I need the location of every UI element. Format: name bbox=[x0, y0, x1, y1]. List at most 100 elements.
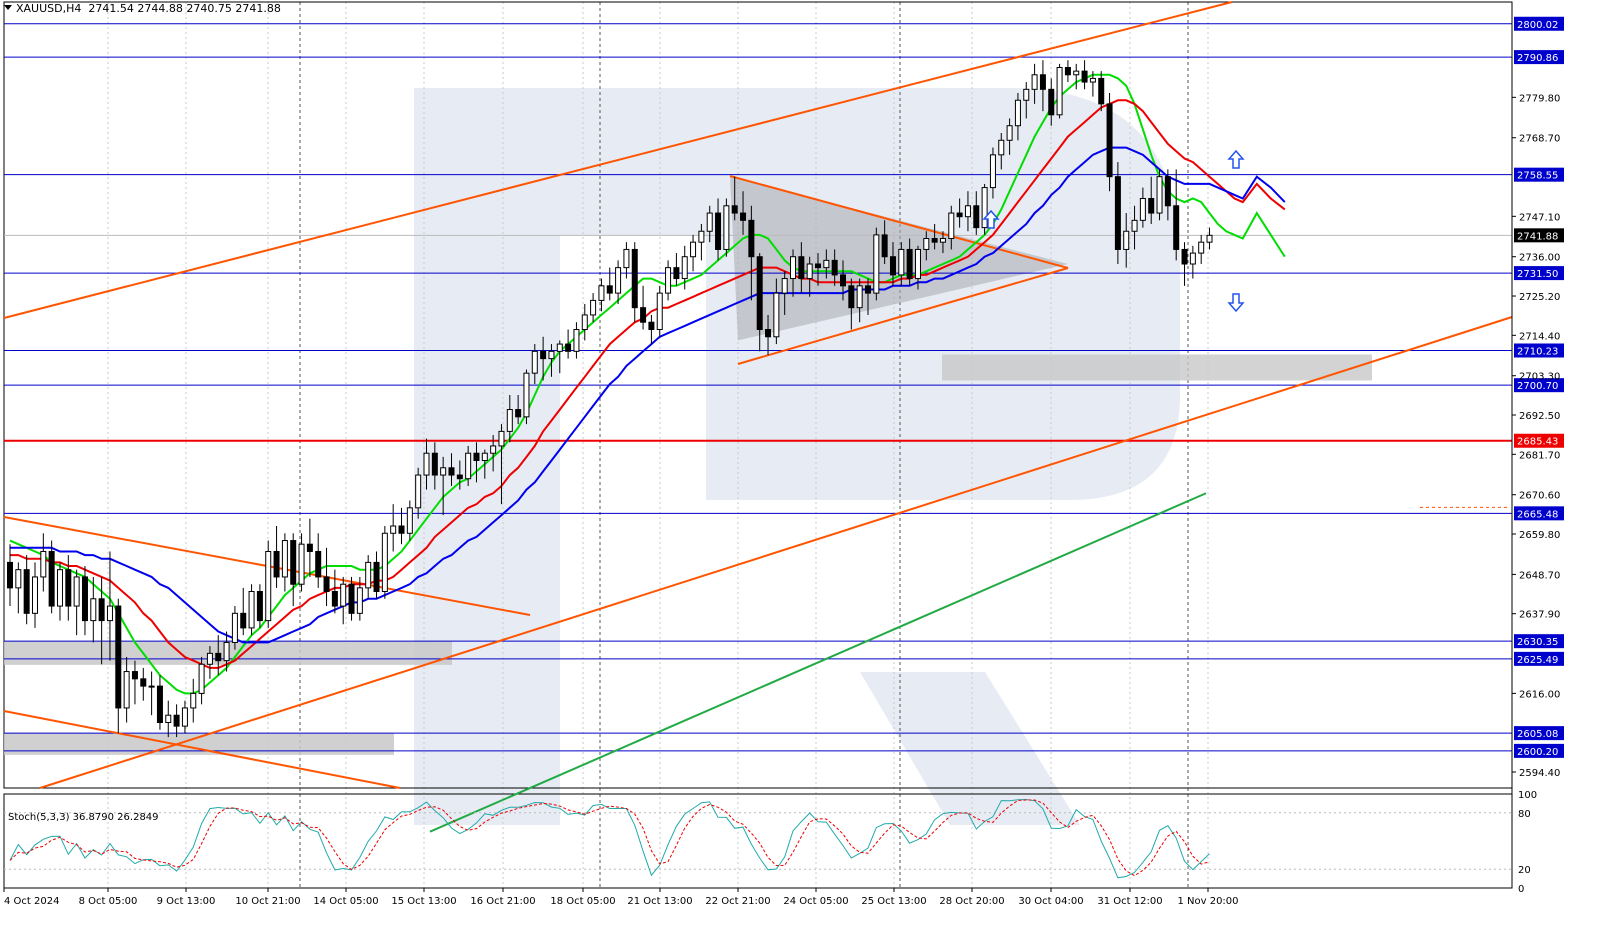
symbol-label: XAUUSD,H4 bbox=[16, 2, 82, 15]
candle bbox=[573, 329, 580, 352]
y-tick-label: 2594.40 bbox=[1519, 768, 1560, 779]
candle bbox=[1048, 88, 1055, 116]
y-tick-label: 2637.90 bbox=[1519, 610, 1560, 621]
signal-arrows bbox=[982, 149, 1245, 313]
candle bbox=[556, 343, 563, 352]
y-tick-label: 2648.70 bbox=[1519, 570, 1560, 581]
candle bbox=[348, 583, 355, 614]
candle bbox=[1081, 70, 1088, 83]
stoch-signal-line bbox=[9, 799, 1210, 877]
trend-channels bbox=[3, 1, 1513, 789]
stoch-level-label: 0 bbox=[1518, 884, 1524, 895]
candle bbox=[631, 248, 638, 309]
candle bbox=[181, 707, 188, 727]
y-tick-label: 2714.40 bbox=[1519, 331, 1560, 342]
stochastic-label: Stoch(5,3,3) 36.8790 26.2849 bbox=[8, 812, 159, 823]
candle bbox=[415, 474, 422, 509]
y-tick-label: 2659.80 bbox=[1519, 530, 1560, 541]
level-tag-label: 2630.35 bbox=[1517, 637, 1558, 648]
candle bbox=[798, 256, 805, 280]
candle bbox=[156, 685, 163, 723]
candle bbox=[81, 576, 88, 622]
candle bbox=[665, 267, 672, 294]
candle bbox=[565, 343, 572, 352]
candle bbox=[931, 238, 938, 243]
candle bbox=[206, 652, 213, 665]
candle bbox=[806, 263, 813, 280]
candle bbox=[48, 550, 55, 607]
candle bbox=[1006, 125, 1013, 141]
candle bbox=[1089, 77, 1096, 83]
price-axis: 2800.02 2790.86 2758.55 2731.50 2710.23 2700.… bbox=[1511, 2, 1564, 888]
level-tag-label: 2710.23 bbox=[1517, 346, 1558, 357]
candle bbox=[1064, 67, 1071, 76]
stoch-level-label: 20 bbox=[1518, 865, 1531, 876]
candle bbox=[1056, 67, 1063, 116]
ma-line-slow bbox=[10, 146, 1286, 644]
level-tag bbox=[1514, 433, 1564, 448]
level-tag-label: 2605.08 bbox=[1517, 729, 1558, 740]
candle bbox=[515, 409, 522, 418]
candle bbox=[598, 285, 605, 301]
candle bbox=[756, 256, 763, 331]
candle bbox=[306, 543, 313, 552]
candle bbox=[765, 329, 772, 338]
candle bbox=[165, 714, 172, 724]
candle bbox=[265, 550, 272, 622]
candle bbox=[31, 576, 38, 614]
candle bbox=[473, 452, 480, 462]
candle bbox=[215, 652, 222, 662]
candle bbox=[240, 612, 247, 629]
y-tick-label: 2747.10 bbox=[1519, 212, 1560, 223]
triangle-top bbox=[729, 175, 1069, 269]
candle bbox=[223, 641, 230, 662]
x-tick-label: 10 Oct 21:00 bbox=[235, 896, 300, 907]
up-arrow-icon bbox=[982, 209, 1000, 229]
x-tick-label: 16 Oct 21:00 bbox=[470, 896, 535, 907]
candle bbox=[390, 525, 397, 534]
candle bbox=[431, 452, 438, 476]
candle bbox=[973, 205, 980, 229]
candle bbox=[140, 678, 147, 687]
triangle-bottom bbox=[737, 267, 1069, 365]
candle bbox=[315, 550, 322, 578]
candle bbox=[790, 256, 797, 280]
candle bbox=[856, 285, 863, 309]
candle bbox=[73, 576, 80, 607]
candle bbox=[740, 212, 747, 221]
level-tag bbox=[1514, 343, 1564, 358]
candle bbox=[65, 569, 72, 607]
candle bbox=[106, 605, 113, 622]
x-tick-label: 22 Oct 21:00 bbox=[705, 896, 770, 907]
candle bbox=[848, 285, 855, 309]
candle bbox=[1023, 88, 1030, 101]
candle bbox=[606, 285, 613, 294]
candle bbox=[506, 409, 513, 432]
zone bbox=[942, 354, 1372, 381]
candle bbox=[881, 234, 888, 258]
candle bbox=[1139, 198, 1146, 221]
candle bbox=[906, 248, 913, 280]
candle bbox=[198, 663, 205, 694]
candle bbox=[1181, 248, 1188, 265]
y-tick-label: 2703.30 bbox=[1519, 372, 1560, 383]
dropdown-icon[interactable] bbox=[4, 5, 12, 10]
level-tag bbox=[1514, 634, 1564, 649]
current-price-label: 2741.88 bbox=[1517, 231, 1558, 242]
candle bbox=[1106, 103, 1113, 178]
candle bbox=[648, 321, 655, 331]
candle bbox=[131, 671, 138, 680]
candle bbox=[914, 248, 921, 280]
down-arrow-icon bbox=[1227, 293, 1245, 313]
candle bbox=[456, 474, 463, 480]
x-tick-label: 18 Oct 05:00 bbox=[550, 896, 615, 907]
candle bbox=[615, 267, 622, 294]
candle bbox=[381, 532, 388, 592]
y-tick-label: 2670.60 bbox=[1519, 491, 1560, 502]
candle bbox=[898, 248, 905, 276]
candle bbox=[1198, 241, 1205, 254]
candle bbox=[1164, 176, 1171, 207]
candle bbox=[656, 292, 663, 331]
